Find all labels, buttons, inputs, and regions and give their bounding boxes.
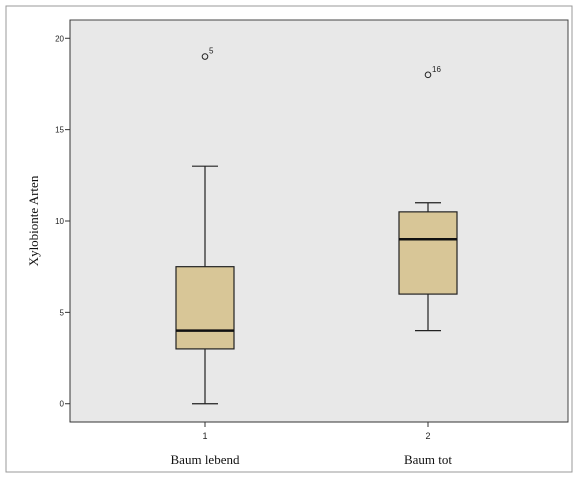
y-axis-label: Xylobionte Arten [26, 175, 41, 266]
x-category-label: Baum lebend [171, 452, 240, 467]
box-group: 16 [398, 65, 458, 332]
outlier-point [424, 71, 432, 79]
iqr-box [398, 211, 458, 295]
y-tick-label: 15 [55, 126, 64, 135]
plot-area [69, 19, 569, 423]
outlier-point [201, 53, 209, 60]
y-tick-label: 5 [60, 308, 65, 317]
boxes: 5 16 [175, 47, 458, 405]
box-group: 5 [175, 47, 235, 405]
x-category-label: Baum tot [404, 452, 452, 467]
y-axis: 0 5 10 15 20 [55, 20, 71, 422]
y-tick-label: 10 [55, 217, 64, 226]
outlier-label: 5 [209, 47, 214, 56]
iqr-box [175, 266, 235, 350]
y-tick-label: 20 [55, 34, 64, 43]
y-tick-label: 0 [60, 400, 65, 409]
x-tick-index: 1 [202, 431, 207, 441]
x-axis: 1 Baum lebend 2 Baum tot [70, 421, 568, 467]
outlier-label: 16 [432, 65, 441, 74]
x-tick-index: 2 [425, 431, 430, 441]
